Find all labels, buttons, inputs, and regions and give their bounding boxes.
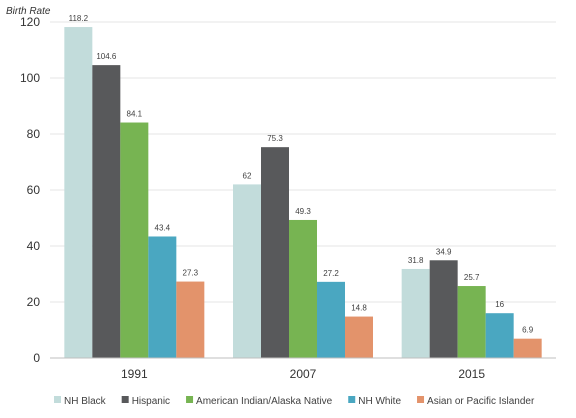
data-label-2015-2: 34.9 xyxy=(436,247,452,256)
data-label-1991-2: 104.6 xyxy=(96,52,117,61)
x-category-1991: 1991 xyxy=(121,367,148,381)
data-label-1991-1: 118.2 xyxy=(69,14,89,23)
bar-2007-3 xyxy=(289,219,317,358)
data-label-2015-5: 6.9 xyxy=(522,326,534,335)
bars xyxy=(64,27,542,359)
legend-swatch-5 xyxy=(417,396,425,403)
y-axis-title: Birth Rate xyxy=(6,6,51,17)
data-labels: 118.2 104.6 84.1 43.4 27.3 62 75.3 49.3 27.2 14.8… xyxy=(69,14,534,335)
bar-2015-5 xyxy=(513,338,542,358)
legend-swatch-1 xyxy=(54,396,61,403)
data-label-2007-1: 62 xyxy=(243,171,252,180)
data-label-1991-3: 84.1 xyxy=(127,110,143,119)
data-label-1991-5: 27.3 xyxy=(183,269,199,278)
data-label-2007-5: 14.8 xyxy=(351,304,367,313)
legend-swatch-3 xyxy=(186,396,194,403)
y-tick-label-120: 120 xyxy=(20,15,40,29)
data-label-2015-4: 16 xyxy=(495,300,504,309)
data-label-1991-4: 43.4 xyxy=(155,223,171,232)
legend-label-2: Hispanic xyxy=(132,396,170,407)
legend-swatch-2 xyxy=(121,396,129,403)
bar-2007-1 xyxy=(233,184,261,358)
legend-item-2: Hispanic xyxy=(121,396,170,407)
bar-1991-5 xyxy=(176,281,205,358)
x-category-2007: 2007 xyxy=(290,367,317,381)
legend-label-5: Asian or Pacific Islander xyxy=(427,396,535,407)
legend-item-5: Asian or Pacific Islander xyxy=(417,396,535,407)
data-label-2007-4: 27.2 xyxy=(323,269,339,278)
bar-2015-4 xyxy=(485,313,514,358)
y-tick-label-100: 100 xyxy=(20,71,40,85)
legend-item-4: NH White xyxy=(348,396,401,407)
x-axis-categories: 1991 2007 2015 xyxy=(121,367,485,381)
legend: NH Black Hispanic American Indian/Alaska N… xyxy=(54,396,535,407)
bar-1991-3 xyxy=(120,122,149,359)
legend-swatch-4 xyxy=(348,396,356,403)
legend-item-1: NH Black xyxy=(54,396,107,407)
y-tick-label-60: 60 xyxy=(27,183,41,197)
bar-1991-4 xyxy=(148,236,177,358)
legend-label-3: American Indian/Alaska Native xyxy=(196,396,333,407)
y-tick-label-0: 0 xyxy=(33,351,40,365)
y-tick-label-40: 40 xyxy=(27,239,41,253)
y-tick-label-20: 20 xyxy=(27,295,41,309)
x-category-2015: 2015 xyxy=(458,367,485,381)
legend-label-1: NH Black xyxy=(64,396,107,407)
data-label-2015-3: 25.7 xyxy=(464,273,480,282)
bar-2015-3 xyxy=(457,286,486,358)
legend-label-4: NH White xyxy=(358,396,401,407)
bar-1991-1 xyxy=(64,27,93,358)
data-label-2007-3: 49.3 xyxy=(295,207,311,216)
legend-item-3: American Indian/Alaska Native xyxy=(186,396,333,407)
data-label-2015-1: 31.8 xyxy=(408,256,424,265)
data-label-2007-2: 75.3 xyxy=(267,134,283,143)
bar-2007-2 xyxy=(261,147,289,358)
bar-2015-2 xyxy=(429,260,458,358)
bar-2015-1 xyxy=(401,268,430,358)
bar-1991-2 xyxy=(92,65,121,359)
y-tick-label-80: 80 xyxy=(27,127,41,141)
bar-2007-5 xyxy=(345,316,373,358)
bar-2007-4 xyxy=(317,281,345,358)
y-axis-ticks: 0 20 40 60 80 100 120 xyxy=(20,15,40,365)
